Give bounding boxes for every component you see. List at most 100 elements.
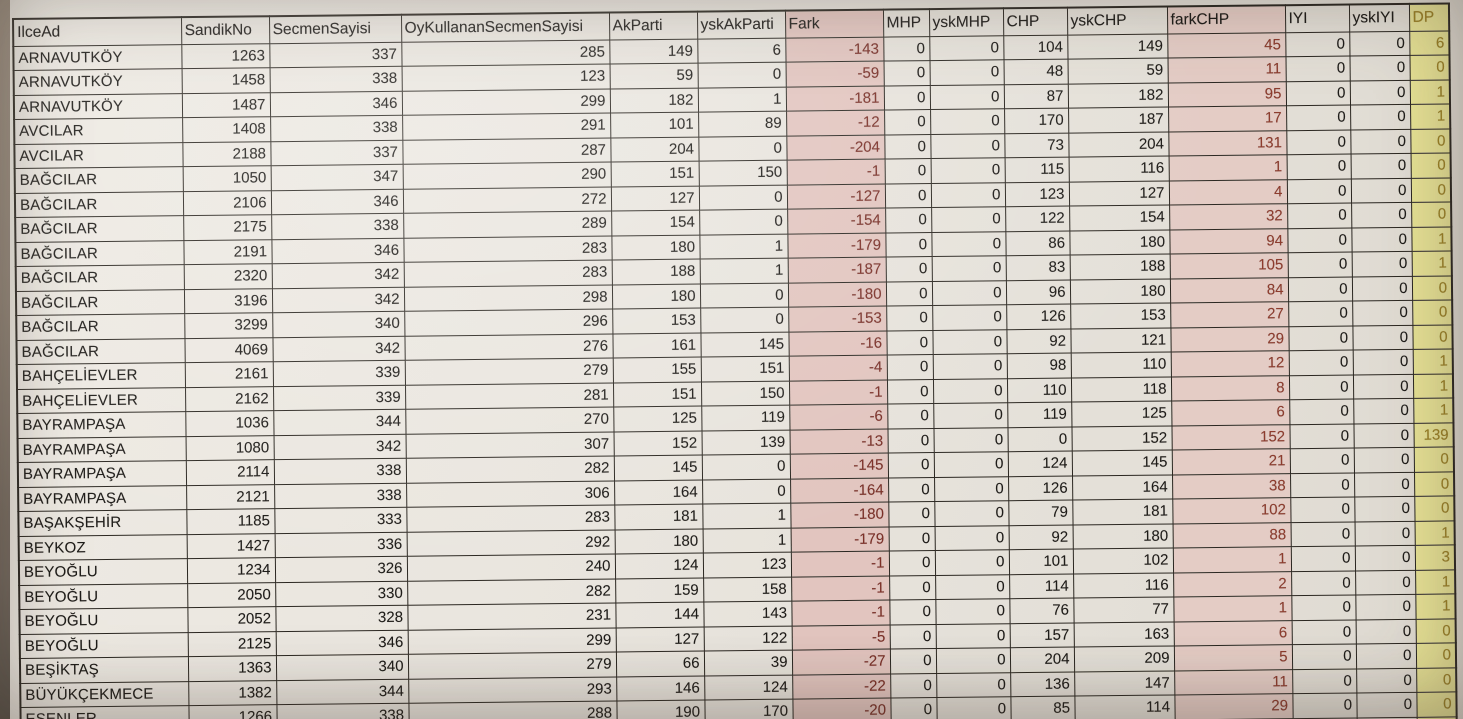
table-cell: 0 [886, 305, 933, 331]
table-cell: 79 [1008, 500, 1073, 526]
table-cell: 84 [1169, 277, 1289, 303]
table-cell: 29 [1170, 326, 1289, 352]
table-cell: BAĞCILAR [15, 215, 184, 242]
table-cell: 4 [1168, 179, 1288, 205]
table-cell: 0 [885, 232, 932, 258]
table-cell: -164 [790, 477, 889, 504]
table-cell: 0 [933, 451, 1009, 478]
table-cell: -179 [787, 232, 886, 259]
table-cell: -4 [788, 355, 887, 381]
table-cell: 119 [1007, 402, 1072, 428]
table-cell: -13 [789, 428, 888, 455]
table-cell: 1266 [188, 704, 277, 719]
table-cell: 340 [275, 654, 409, 681]
table-cell: 346 [271, 237, 404, 264]
table-cell: 1 [1409, 79, 1451, 105]
table-cell: 1 [699, 233, 788, 260]
table-cell: BAĞCILAR [16, 338, 185, 365]
table-cell: 131 [1168, 130, 1287, 156]
table-cell: 2191 [183, 239, 272, 265]
table-cell: 339 [272, 360, 405, 387]
table-cell: 151 [612, 381, 702, 408]
table-cell: -1 [786, 159, 885, 185]
column-header-secmensayisi: SecmenSayisi [268, 14, 402, 44]
table-cell: 29 [1174, 693, 1293, 719]
table-cell: 0 [1292, 692, 1357, 719]
table-cell: BEYOĞLU [19, 583, 188, 610]
table-cell: 126 [1008, 475, 1073, 501]
table-cell: 152 [1071, 425, 1172, 452]
table-cell: 0 [1286, 178, 1352, 204]
table-cell: -180 [790, 502, 889, 528]
table-cell: 85 [1010, 696, 1075, 719]
table-cell: -12 [786, 110, 885, 136]
table-cell: 153 [612, 308, 701, 334]
table-cell: 287 [402, 137, 611, 165]
table-cell: 204 [610, 136, 699, 163]
table-cell: 0 [1352, 373, 1414, 400]
table-cell: 0 [1352, 300, 1413, 326]
table-cell: 1 [1173, 595, 1292, 622]
table-cell: 139 [701, 429, 790, 456]
table-cell: 101 [1008, 549, 1074, 575]
table-cell: 270 [405, 407, 614, 434]
table-cell: 154 [1069, 204, 1170, 231]
table-cell: -1 [791, 600, 890, 626]
table-cell: 1 [1413, 397, 1454, 423]
column-header-iyi: IYI [1284, 4, 1350, 33]
column-header-akparti: AkParti [608, 11, 698, 40]
table-cell: 326 [274, 556, 408, 583]
table-cell: 1080 [185, 435, 274, 461]
table-cell: 180 [1069, 229, 1170, 256]
table-cell: ARNAVUTKÖY [13, 93, 183, 120]
table-cell: 151 [700, 356, 789, 382]
table-cell: 0 [1350, 104, 1411, 130]
table-cell: 1 [1410, 103, 1451, 129]
table-cell: 0 [1414, 495, 1455, 521]
table-cell: 0 [1290, 497, 1355, 523]
table-cell: 289 [403, 211, 612, 238]
table-cell: 0 [1355, 643, 1417, 669]
column-header-farkchp: farkCHP [1166, 5, 1286, 34]
table-cell: 0 [1288, 374, 1354, 400]
table-cell: 336 [274, 531, 407, 558]
table-cell: -179 [790, 526, 889, 553]
table-cell: BAHÇELİEVLER [16, 362, 186, 389]
table-cell: BEYOĞLU [19, 632, 188, 659]
table-cell: 0 [890, 697, 937, 719]
table-cell: 123 [1004, 181, 1070, 207]
table-cell: 3196 [183, 288, 273, 314]
table-cell: 344 [273, 409, 406, 436]
table-cell: 1 [1412, 373, 1454, 399]
table-cell: -143 [785, 36, 884, 63]
table-cell: 161 [612, 332, 701, 359]
table-cell: 77 [1073, 596, 1174, 623]
table-cell: 102 [1172, 497, 1291, 524]
table-cell: 180 [1072, 523, 1173, 550]
table-cell: BAŞAKŞEHİR [18, 509, 187, 536]
table-cell: 4069 [184, 337, 273, 363]
table-cell: 145 [613, 455, 703, 481]
table-cell: 0 [1287, 252, 1352, 278]
table-cell: 88 [1172, 522, 1291, 548]
table-cell: 296 [404, 309, 613, 336]
table-cell: 2114 [185, 459, 275, 486]
table-cell: 346 [270, 188, 404, 215]
table-cell: 181 [614, 504, 703, 530]
table-cell: 124 [704, 674, 793, 701]
table-cell: 0 [885, 207, 932, 233]
table-cell: 0 [888, 501, 935, 527]
table-cell: BEYKOZ [18, 534, 187, 561]
table-cell: 3 [1414, 544, 1456, 570]
table-cell: 1263 [181, 43, 270, 69]
table-cell: 0 [1288, 325, 1353, 351]
table-cell: 187 [1068, 106, 1169, 133]
table-cell: 0 [890, 673, 937, 699]
table-cell: ESENLER [20, 705, 189, 719]
table-cell: 0 [885, 256, 932, 282]
table-cell: 0 [1353, 447, 1414, 473]
table-cell: 0 [1354, 545, 1416, 571]
table-cell: 346 [269, 90, 403, 117]
table-cell: 143 [703, 601, 792, 627]
